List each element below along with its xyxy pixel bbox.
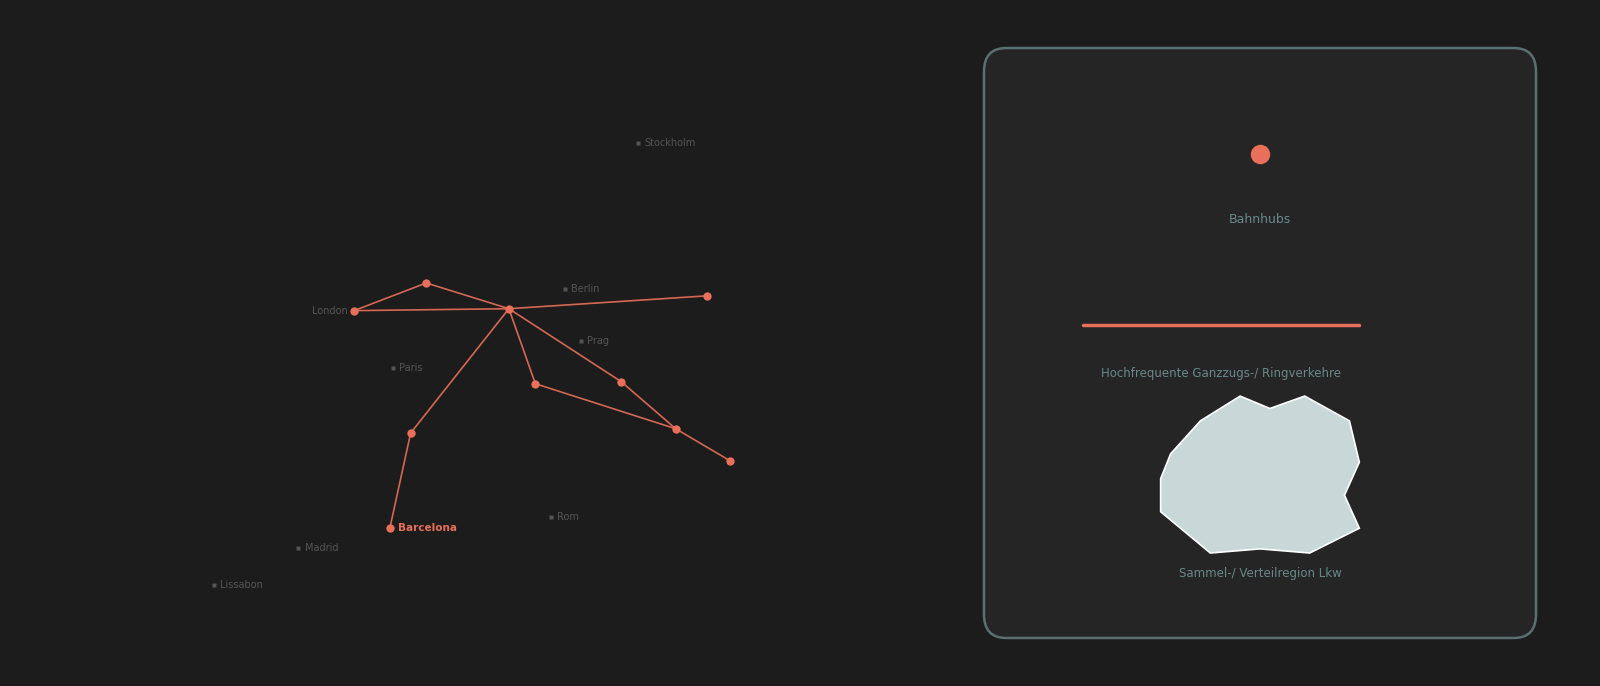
Text: London: London xyxy=(312,306,347,316)
Polygon shape xyxy=(1160,396,1360,553)
Text: Stockholm: Stockholm xyxy=(645,138,696,148)
Text: Bahnhubs: Bahnhubs xyxy=(1229,213,1291,226)
Text: Hochfrequente Ganzzugs-/ Ringverkehre: Hochfrequente Ganzzugs-/ Ringverkehre xyxy=(1101,366,1341,379)
Text: Paris: Paris xyxy=(398,363,422,372)
Text: Rom: Rom xyxy=(557,512,579,521)
Text: Prag: Prag xyxy=(587,336,610,346)
FancyBboxPatch shape xyxy=(984,48,1536,638)
Text: Berlin: Berlin xyxy=(571,284,600,294)
Text: Lissabon: Lissabon xyxy=(219,580,262,590)
Text: Barcelona: Barcelona xyxy=(398,523,456,533)
Text: Madrid: Madrid xyxy=(304,543,338,554)
Text: Sammel-/ Verteilregion Lkw: Sammel-/ Verteilregion Lkw xyxy=(1179,567,1341,580)
